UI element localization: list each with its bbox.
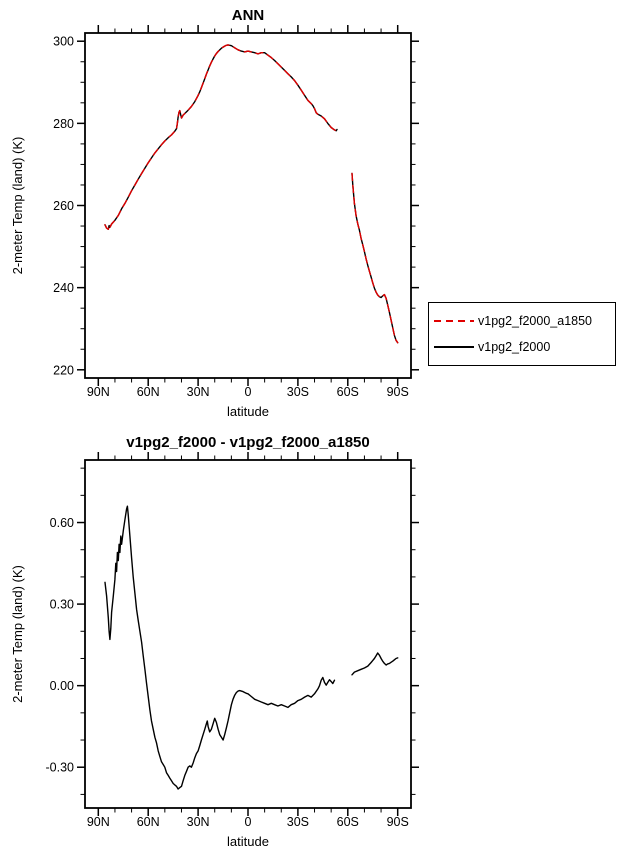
top-chart: 90N 60N 30N 0 30S 60S 90S 220 240 260 280 300 ANN lat… <box>10 7 419 419</box>
legend-line-red-dashed-icon <box>434 320 474 323</box>
x-tick-label: 60N <box>137 385 160 399</box>
plot-frame <box>84 459 412 809</box>
x-tick-label: 60S <box>337 385 359 399</box>
x-tick-label: 60N <box>137 815 160 829</box>
x-tick-label: 90S <box>387 385 409 399</box>
y-axis-title: 2-meter Temp (land) (K) <box>10 565 25 703</box>
series-line <box>104 44 338 230</box>
x-tick-label: 30N <box>187 385 210 399</box>
legend: v1pg2_f2000_a1850 v1pg2_f2000 <box>428 302 616 366</box>
series-line <box>104 505 336 790</box>
y-tick-label: 0.30 <box>50 598 74 612</box>
series-line <box>351 652 399 676</box>
x-tick-label: 90S <box>387 815 409 829</box>
y-tick-label: 280 <box>53 117 74 131</box>
y-tick-label: 0.60 <box>50 516 74 530</box>
y-tick-label: 0.00 <box>50 679 74 693</box>
chart-title: ANN <box>232 7 265 24</box>
y-axis-title: 2-meter Temp (land) (K) <box>10 137 25 275</box>
series-line <box>351 172 399 344</box>
legend-item: v1pg2_f2000_a1850 <box>434 314 615 328</box>
x-axis-title: latitude <box>227 834 269 849</box>
x-tick-label: 30S <box>287 815 309 829</box>
x-tick-label: 0 <box>245 815 252 829</box>
x-tick-label: 60S <box>337 815 359 829</box>
y-tick-label: 260 <box>53 199 74 213</box>
legend-item: v1pg2_f2000 <box>434 340 615 354</box>
y-tick-label: 220 <box>53 363 74 377</box>
plot-frame <box>84 32 412 379</box>
chart-title: v1pg2_f2000 - v1pg2_f2000_a1850 <box>126 434 370 451</box>
legend-line-black-solid-icon <box>434 345 474 348</box>
bottom-chart: 90N 60N 30N 0 30S 60S 90S -0.30 0.00 0.30 0.60 v1pg… <box>10 434 419 849</box>
x-tick-label: 90N <box>87 385 110 399</box>
y-tick-label: 240 <box>53 281 74 295</box>
legend-label: v1pg2_f2000_a1850 <box>478 314 593 329</box>
y-tick-label: -0.30 <box>46 761 75 775</box>
y-tick-label: 300 <box>53 35 74 49</box>
x-tick-label: 90N <box>87 815 110 829</box>
x-tick-label: 30S <box>287 385 309 399</box>
x-axis-title: latitude <box>227 404 269 419</box>
x-tick-label: 0 <box>245 385 252 399</box>
x-tick-label: 30N <box>187 815 210 829</box>
legend-label: v1pg2_f2000 <box>478 339 551 354</box>
series-line <box>104 44 338 230</box>
